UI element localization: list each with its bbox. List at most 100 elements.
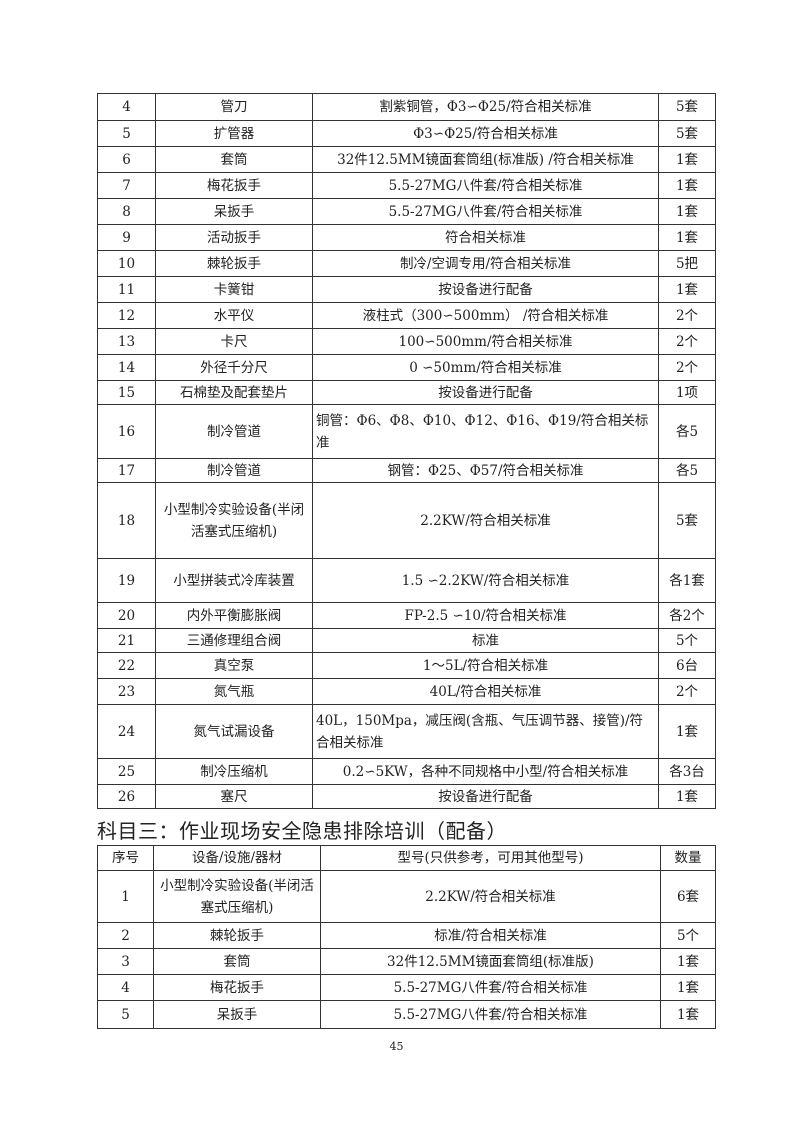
cell-qty: 各2个	[658, 602, 716, 629]
cell-no: 16	[97, 404, 156, 459]
cell-name: 制冷压缩机	[155, 758, 313, 785]
table-row: 21 三通修理组合阀 标准 5个	[97, 628, 716, 653]
header-spec: 型号(只供参考，可用其他型号)	[320, 845, 661, 871]
table-row: 26 塞尺 按设备进行配备 1套	[97, 784, 716, 809]
cell-spec: 5.5-27MG八件套/符合相关标准	[312, 198, 659, 225]
cell-spec: 制冷/空调专用/符合相关标准	[312, 250, 659, 277]
cell-no: 2	[97, 922, 154, 949]
cell-qty: 5套	[658, 482, 716, 559]
cell-no: 20	[97, 602, 156, 629]
cell-spec: 40L，150Mpa，减压阀(含瓶、气压调节器、接管)/符合相关标准	[312, 704, 659, 759]
header-no: 序号	[97, 845, 154, 871]
table-row: 25 制冷压缩机 0.2∽5KW，各种不同规格中小型/符合相关标准 各3台	[97, 758, 716, 785]
cell-no: 14	[97, 354, 156, 381]
cell-qty: 1套	[658, 224, 716, 251]
table-row: 19 小型拼装式冷库装置 1.5 ∽2.2KW/符合相关标准 各1套	[97, 558, 716, 603]
cell-name: 小型拼装式冷库装置	[155, 558, 313, 603]
table-header-row: 序号 设备/设施/器材 型号(只供参考，可用其他型号) 数量	[97, 845, 716, 871]
cell-name: 水平仪	[155, 302, 313, 329]
cell-no: 21	[97, 628, 156, 653]
cell-qty: 各3台	[658, 758, 716, 785]
cell-qty: 各1套	[658, 558, 716, 603]
table-row: 10 棘轮扳手 制冷/空调专用/符合相关标准 5把	[97, 250, 716, 277]
cell-name: 呆扳手	[153, 1000, 321, 1029]
cell-qty: 1套	[658, 146, 716, 173]
table-row: 4 梅花扳手 5.5-27MG八件套/符合相关标准 1套	[97, 974, 716, 1001]
cell-spec: 32件12.5MM镜面套筒组(标准版)	[320, 948, 661, 975]
table-row: 5 呆扳手 5.5-27MG八件套/符合相关标准 1套	[97, 1000, 716, 1029]
cell-no: 4	[97, 974, 154, 1001]
cell-spec: 1～5L/符合相关标准	[312, 652, 659, 679]
cell-no: 19	[97, 558, 156, 603]
cell-no: 6	[97, 146, 156, 173]
header-name: 设备/设施/器材	[153, 845, 321, 871]
table-row: 18 小型制冷实验设备(半闭活塞式压缩机) 2.2KW/符合相关标准 5套	[97, 482, 716, 559]
cell-name: 外径千分尺	[155, 354, 313, 381]
table-row: 13 卡尺 100∽500mm/符合相关标准 2个	[97, 328, 716, 355]
cell-spec: 按设备进行配备	[312, 380, 659, 405]
cell-no: 9	[97, 224, 156, 251]
cell-spec: 按设备进行配备	[312, 784, 659, 809]
table-row: 23 氮气瓶 40L/符合相关标准 2个	[97, 678, 716, 705]
cell-name: 管刀	[155, 93, 313, 121]
cell-name: 小型制冷实验设备(半闭活塞式压缩机)	[155, 482, 313, 559]
cell-qty: 5个	[658, 628, 716, 653]
cell-name: 氮气瓶	[155, 678, 313, 705]
cell-spec: 40L/符合相关标准	[312, 678, 659, 705]
cell-no: 5	[97, 1000, 154, 1029]
table-row: 5 扩管器 Φ3∽Φ25/符合相关标准 5套	[97, 120, 716, 147]
cell-no: 12	[97, 302, 156, 329]
cell-name: 石棉垫及配套垫片	[155, 380, 313, 405]
table-row: 14 外径千分尺 0 ∽50mm/符合相关标准 2个	[97, 354, 716, 381]
safety-training-equipment-table: 序号 设备/设施/器材 型号(只供参考，可用其他型号) 数量 1 小型制冷实验设备…	[97, 845, 716, 1029]
cell-spec: 钢管：Φ25、Φ57/符合相关标准	[312, 458, 659, 483]
cell-spec: 2.2KW/符合相关标准	[312, 482, 659, 559]
cell-no: 18	[97, 482, 156, 559]
cell-no: 24	[97, 704, 156, 759]
cell-spec: 5.5-27MG八件套/符合相关标准	[312, 172, 659, 199]
cell-qty: 5套	[658, 120, 716, 147]
cell-spec: 1.5 ∽2.2KW/符合相关标准	[312, 558, 659, 603]
cell-spec: 2.2KW/符合相关标准	[320, 870, 661, 923]
cell-no: 7	[97, 172, 156, 199]
cell-no: 17	[97, 458, 156, 483]
cell-qty: 各5	[658, 458, 716, 483]
cell-name: 小型制冷实验设备(半闭活塞式压缩机)	[153, 870, 321, 923]
cell-spec: 标准/符合相关标准	[320, 922, 661, 949]
cell-spec: 液柱式（300∽500mm） /符合相关标准	[312, 302, 659, 329]
cell-name: 呆扳手	[155, 198, 313, 225]
cell-qty: 2个	[658, 328, 716, 355]
cell-qty: 1套	[658, 784, 716, 809]
table-row: 3 套筒 32件12.5MM镜面套筒组(标准版) 1套	[97, 948, 716, 975]
cell-qty: 5个	[660, 922, 716, 949]
table-row: 24 氮气试漏设备 40L，150Mpa，减压阀(含瓶、气压调节器、接管)/符合相关…	[97, 704, 716, 759]
cell-qty: 各5	[658, 404, 716, 459]
table-row: 22 真空泵 1～5L/符合相关标准 6台	[97, 652, 716, 679]
cell-qty: 1套	[658, 276, 716, 303]
cell-spec: 标准	[312, 628, 659, 653]
cell-name: 内外平衡膨胀阀	[155, 602, 313, 629]
cell-qty: 1套	[658, 198, 716, 225]
cell-no: 3	[97, 948, 154, 975]
cell-name: 梅花扳手	[153, 974, 321, 1001]
cell-spec: Φ3∽Φ25/符合相关标准	[312, 120, 659, 147]
cell-spec: 32件12.5MM镜面套筒组(标准版) /符合相关标准	[312, 146, 659, 173]
table-row: 12 水平仪 液柱式（300∽500mm） /符合相关标准 2个	[97, 302, 716, 329]
table-row: 1 小型制冷实验设备(半闭活塞式压缩机) 2.2KW/符合相关标准 6套	[97, 870, 716, 923]
cell-name: 扩管器	[155, 120, 313, 147]
cell-no: 23	[97, 678, 156, 705]
table-row: 11 卡簧钳 按设备进行配备 1套	[97, 276, 716, 303]
cell-qty: 5套	[658, 93, 716, 121]
cell-name: 制冷管道	[155, 458, 313, 483]
cell-name: 梅花扳手	[155, 172, 313, 199]
cell-no: 25	[97, 758, 156, 785]
cell-no: 8	[97, 198, 156, 225]
cell-spec: FP-2.5 ∽10/符合相关标准	[312, 602, 659, 629]
cell-name: 套筒	[155, 146, 313, 173]
cell-spec: 符合相关标准	[312, 224, 659, 251]
cell-no: 26	[97, 784, 156, 809]
table-row: 6 套筒 32件12.5MM镜面套筒组(标准版) /符合相关标准 1套	[97, 146, 716, 173]
cell-no: 1	[97, 870, 154, 923]
cell-name: 制冷管道	[155, 404, 313, 459]
cell-qty: 1套	[660, 1000, 716, 1029]
